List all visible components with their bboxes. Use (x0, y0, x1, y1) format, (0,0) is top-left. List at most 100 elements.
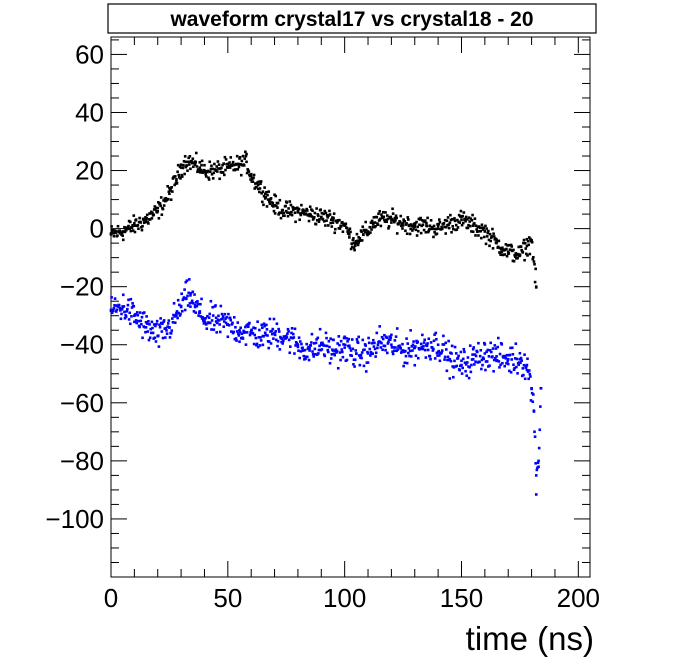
data-point (147, 338, 151, 342)
data-point (510, 245, 514, 248)
data-point (124, 315, 128, 318)
data-point (345, 336, 348, 340)
data-point (405, 337, 408, 340)
data-point (401, 221, 405, 225)
data-point (186, 294, 189, 298)
data-point (133, 314, 136, 318)
data-point (466, 218, 469, 221)
data-point (231, 160, 235, 164)
data-point (234, 337, 238, 340)
data-point (253, 182, 257, 185)
data-point (499, 248, 503, 251)
data-point (207, 176, 210, 180)
data-point (339, 225, 343, 228)
data-point (189, 305, 192, 308)
data-point (208, 160, 212, 164)
data-point (299, 213, 303, 217)
data-point (214, 169, 218, 172)
data-point (495, 239, 499, 243)
data-point (519, 245, 523, 248)
data-point (123, 225, 126, 229)
data-point (364, 344, 367, 347)
data-point (284, 204, 287, 208)
data-point (496, 245, 500, 249)
data-point (403, 219, 407, 223)
data-point (421, 333, 424, 337)
data-point (211, 177, 215, 180)
data-point (193, 163, 197, 167)
data-point (393, 220, 396, 224)
data-point (288, 200, 292, 203)
data-point (393, 216, 397, 220)
data-point (316, 213, 320, 216)
data-point (483, 352, 487, 355)
data-point (159, 196, 163, 199)
data-point (180, 175, 184, 178)
data-point (414, 228, 418, 232)
data-point (138, 216, 141, 220)
data-point (206, 314, 209, 318)
data-point (362, 364, 366, 368)
data-point (211, 305, 214, 309)
data-point (220, 312, 224, 316)
data-point (380, 335, 384, 339)
data-point (389, 336, 393, 339)
data-point (271, 327, 275, 331)
data-point (471, 230, 475, 234)
data-point (337, 335, 341, 338)
data-point (437, 354, 441, 357)
data-point (121, 238, 125, 242)
data-point (404, 229, 407, 233)
data-point (328, 361, 332, 365)
data-point (127, 224, 130, 228)
data-point (528, 372, 532, 376)
data-point (494, 347, 498, 350)
data-point (263, 186, 266, 189)
data-point (144, 320, 148, 324)
data-point (495, 358, 499, 362)
data-point (392, 219, 396, 222)
data-point (406, 216, 410, 219)
data-point (189, 294, 192, 297)
data-point (436, 224, 440, 228)
data-point (418, 223, 421, 227)
data-point (258, 344, 262, 347)
data-point (386, 214, 389, 217)
data-point (286, 211, 289, 214)
data-point (329, 357, 333, 360)
data-point (484, 242, 488, 246)
data-point (411, 349, 414, 352)
data-point (280, 340, 283, 344)
data-point (110, 225, 113, 228)
chart-title: waveform crystal17 vs crystal18 - 20 (169, 8, 533, 31)
data-point (186, 160, 190, 164)
data-point (435, 227, 438, 231)
data-point (308, 205, 312, 209)
data-point (193, 303, 197, 307)
data-point (292, 336, 296, 339)
data-point (173, 175, 177, 178)
data-point (157, 345, 161, 348)
data-point (175, 177, 178, 181)
data-point (180, 292, 183, 296)
data-point (131, 301, 134, 305)
data-point (521, 251, 525, 254)
data-point (133, 222, 136, 225)
y-tick-label: −20 (60, 272, 104, 302)
data-point (494, 356, 497, 360)
data-point (450, 344, 454, 348)
data-point (264, 333, 268, 337)
data-point (415, 220, 418, 224)
data-point (504, 357, 508, 360)
data-point (203, 169, 206, 172)
data-point (180, 309, 184, 313)
data-point (310, 341, 313, 344)
data-point (411, 224, 415, 228)
data-point (530, 386, 533, 390)
data-point (215, 165, 219, 168)
data-point (157, 216, 161, 220)
data-point (348, 227, 352, 231)
data-point (267, 346, 271, 350)
data-point (499, 253, 502, 257)
data-point (491, 247, 495, 250)
